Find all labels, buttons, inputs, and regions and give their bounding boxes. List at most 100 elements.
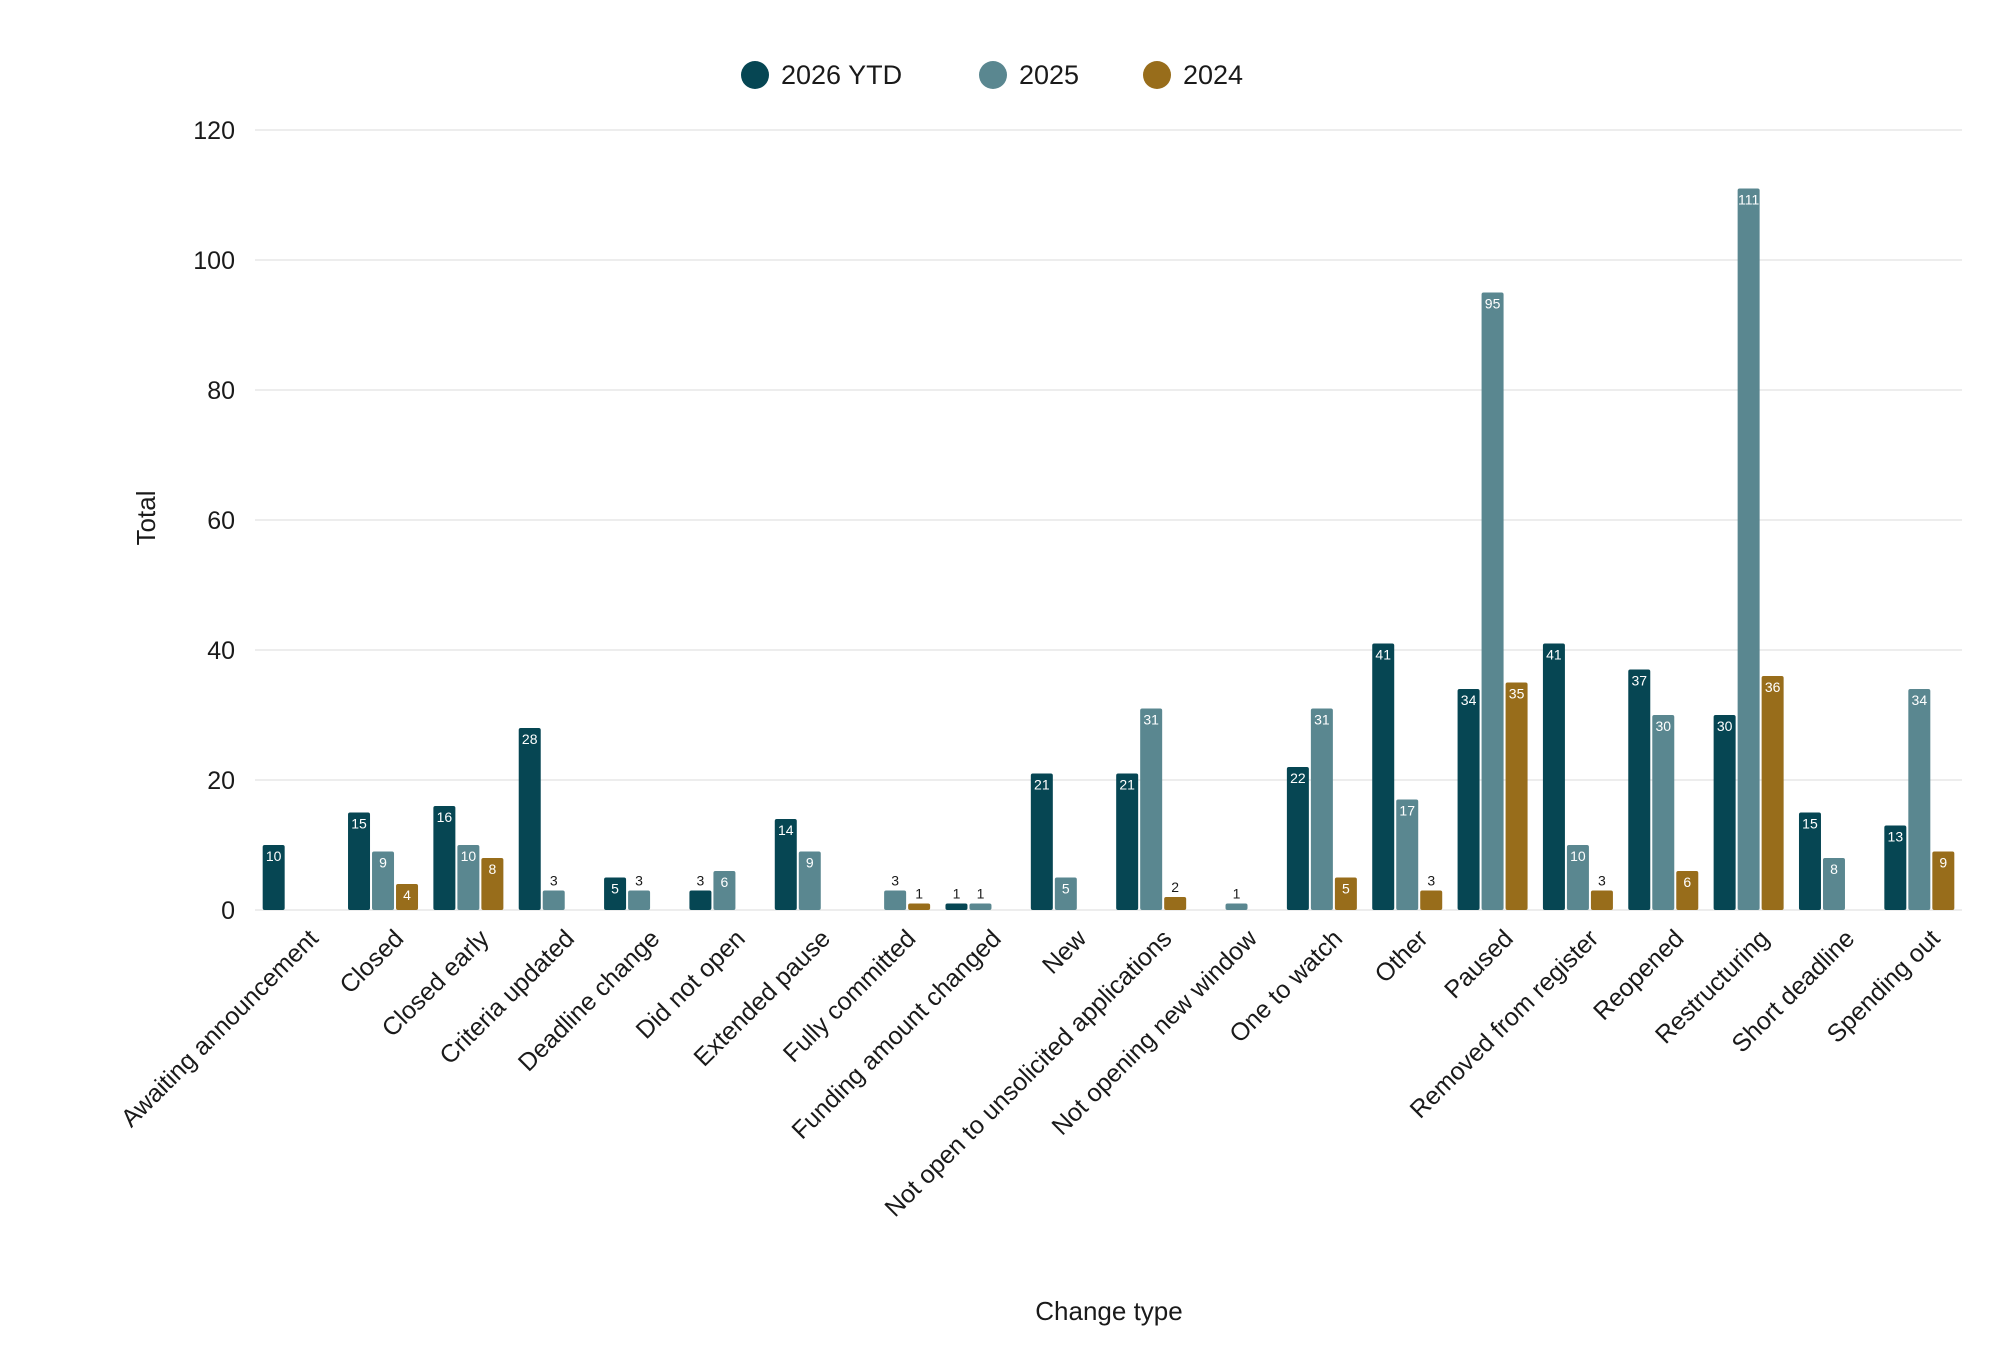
bar-0-10: [1116, 773, 1139, 910]
bar-1-11: [1225, 903, 1248, 910]
bar-1-6: [798, 851, 821, 910]
bar-0-3: [518, 728, 541, 910]
data-label: 5: [1342, 881, 1350, 897]
y-tick-label: 40: [207, 637, 235, 665]
data-label: 3: [891, 873, 899, 889]
bar-0-15: [1542, 643, 1565, 910]
bar-0-19: [1884, 825, 1907, 910]
bar-1-3: [542, 890, 565, 910]
y-axis-ticks: 0 20 40 60 80 100 120: [193, 117, 235, 925]
data-label: 31: [1314, 712, 1330, 728]
y-tick-label: 120: [193, 117, 235, 145]
legend-label: 2024: [1183, 60, 1243, 90]
bar-1-10: [1140, 708, 1163, 910]
bar-0-5: [689, 890, 712, 910]
y-tick-label: 100: [193, 247, 235, 275]
legend: 2026 YTD 2025 2024: [741, 60, 1243, 90]
bar-0-9: [1030, 773, 1053, 910]
bar-1-19: [1908, 689, 1931, 910]
data-label: 3: [1427, 873, 1435, 889]
bar-2-13: [1420, 890, 1443, 910]
data-label: 1: [915, 886, 923, 902]
legend-marker: [1143, 61, 1171, 89]
bar-1-1: [372, 851, 395, 910]
x-tick-label: Paused: [1439, 924, 1519, 1004]
bar-1-14: [1481, 292, 1504, 910]
x-tick-label: New: [1037, 924, 1093, 980]
data-label: 15: [1802, 816, 1818, 832]
x-tick-label: Deadline change: [513, 924, 665, 1076]
data-label: 3: [697, 873, 705, 889]
data-label: 34: [1912, 692, 1928, 708]
data-label: 21: [1119, 777, 1135, 793]
data-label: 10: [461, 848, 477, 864]
bar-1-5: [713, 871, 736, 910]
bar-2-14: [1505, 682, 1528, 910]
bar-0-2: [433, 806, 456, 910]
data-label: 10: [266, 848, 282, 864]
data-label: 3: [550, 873, 558, 889]
bar-2-15: [1590, 890, 1613, 910]
data-label: 16: [437, 809, 453, 825]
bar-0-0: [262, 845, 285, 910]
bar-1-9: [1054, 877, 1077, 910]
bar-0-4: [604, 877, 627, 910]
bar-0-14: [1457, 689, 1480, 910]
y-tick-label: 0: [221, 897, 235, 925]
bar-0-6: [774, 819, 797, 910]
bar-2-1: [396, 884, 419, 910]
data-label: 41: [1375, 647, 1391, 663]
bar-1-4: [628, 890, 651, 910]
bars: [262, 188, 1955, 910]
x-axis-title: Change type: [1035, 1296, 1182, 1326]
data-label: 36: [1765, 679, 1781, 695]
data-label: 30: [1717, 718, 1733, 734]
bar-2-12: [1334, 877, 1357, 910]
x-tick-label: Other: [1369, 924, 1433, 988]
data-label: 6: [721, 874, 729, 890]
data-label: 6: [1683, 874, 1691, 890]
bar-2-17: [1761, 676, 1784, 910]
data-label: 4: [403, 887, 411, 903]
y-tick-label: 60: [207, 507, 235, 535]
data-label: 5: [611, 881, 619, 897]
bar-0-17: [1713, 715, 1736, 910]
bar-0-13: [1372, 643, 1395, 910]
data-label: 28: [522, 731, 538, 747]
bar-1-15: [1566, 845, 1589, 910]
data-label: 1: [953, 886, 961, 902]
bar-1-8: [969, 903, 992, 910]
data-label: 13: [1888, 829, 1904, 845]
data-label: 1: [1233, 886, 1241, 902]
bar-1-7: [884, 890, 907, 910]
data-label: 17: [1399, 803, 1415, 819]
bar-2-7: [908, 903, 931, 910]
bar-0-16: [1628, 669, 1651, 910]
data-label: 10: [1570, 848, 1586, 864]
bar-1-12: [1310, 708, 1333, 910]
data-label: 2: [1171, 879, 1179, 895]
data-label: 95: [1485, 296, 1501, 312]
data-label: 9: [379, 855, 387, 871]
bar-0-1: [348, 812, 371, 910]
gridlines: [255, 129, 1962, 911]
data-label: 1: [977, 886, 985, 902]
legend-label: 2025: [1019, 60, 1079, 90]
data-label: 41: [1546, 647, 1562, 663]
bar-1-17: [1737, 188, 1760, 910]
bar-1-16: [1652, 715, 1675, 910]
bar-0-12: [1286, 767, 1309, 910]
bar-1-2: [457, 845, 480, 910]
bar-2-10: [1164, 897, 1187, 910]
y-tick-label: 20: [207, 767, 235, 795]
data-label: 15: [351, 816, 367, 832]
data-label: 30: [1655, 718, 1671, 734]
legend-marker: [979, 61, 1007, 89]
bar-0-8: [945, 903, 968, 910]
bar-2-16: [1676, 871, 1699, 910]
data-label: 34: [1461, 692, 1477, 708]
data-label: 31: [1143, 712, 1159, 728]
